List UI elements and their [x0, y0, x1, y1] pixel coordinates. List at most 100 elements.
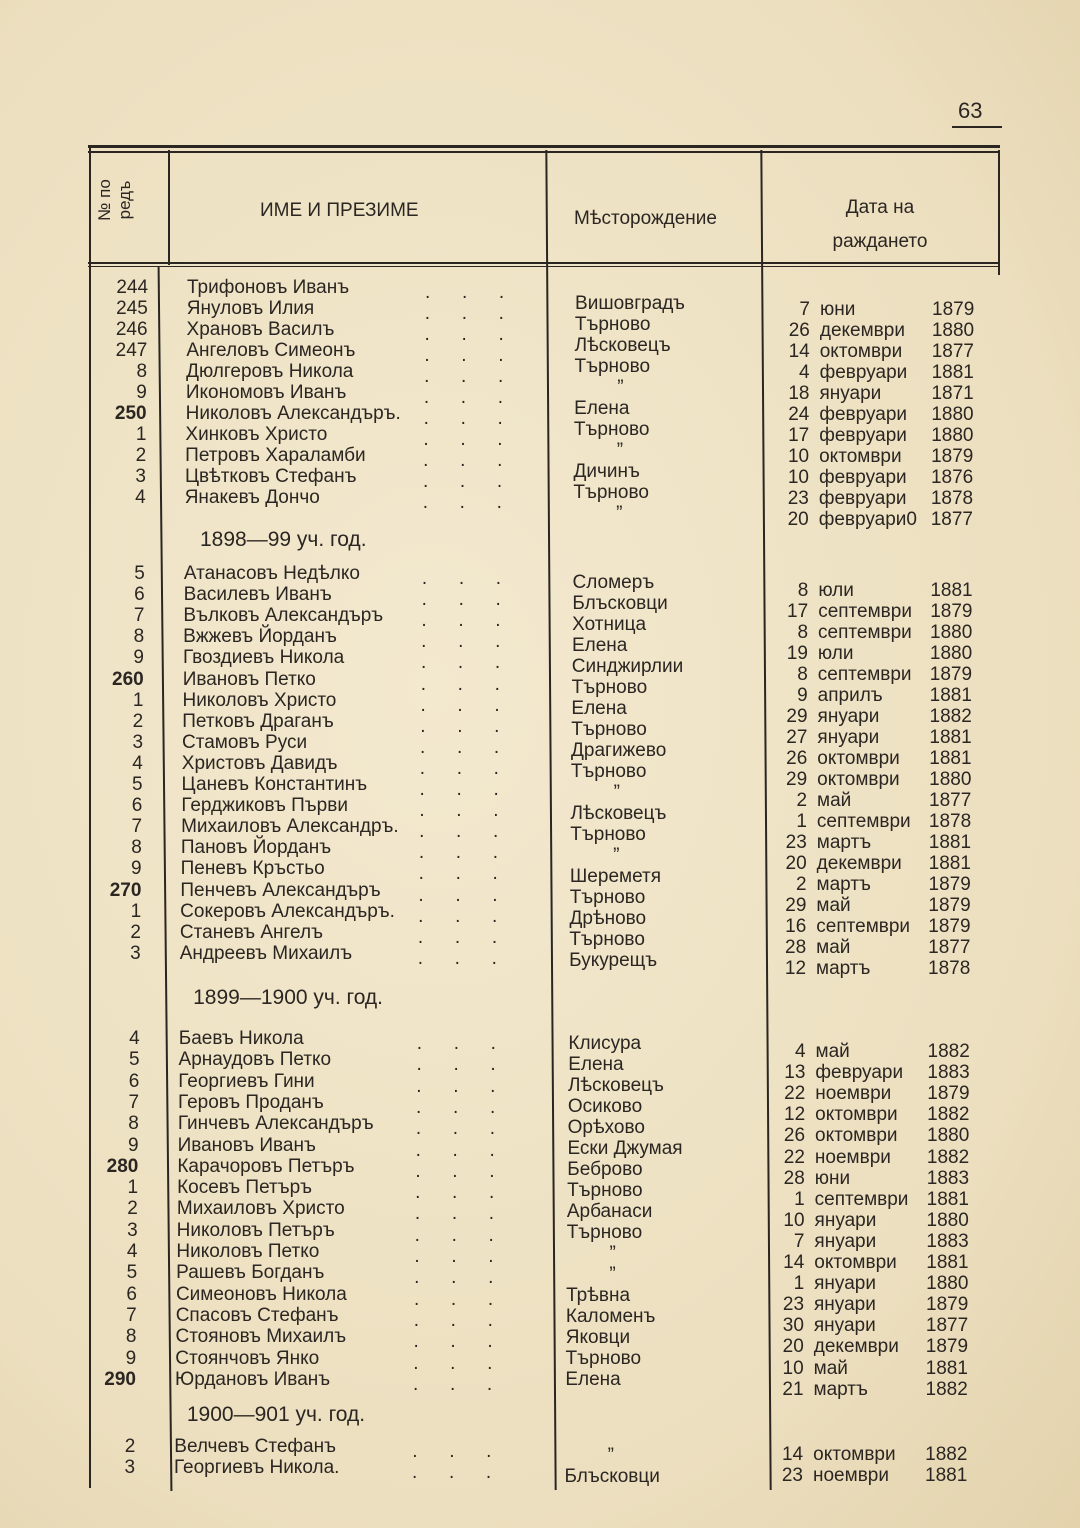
row-number: 8 — [128, 1113, 139, 1135]
birth-day: 29 — [786, 706, 808, 727]
header-number-line2: редъ — [115, 180, 134, 220]
birth-month: мартъ — [813, 1378, 868, 1400]
leader-dots: . . . — [415, 1118, 495, 1140]
row-number: 290 — [104, 1368, 136, 1390]
leader-dots: . . . — [423, 429, 503, 450]
birth-year: 1881 — [928, 832, 972, 853]
row-number: 5 — [126, 1262, 138, 1284]
person-name: Вжжевъ Йорданъ — [183, 626, 337, 648]
leader-dots: . . . — [421, 631, 501, 653]
birth-day: 8 — [797, 580, 809, 601]
person-name: Герджиковъ Първи — [181, 795, 348, 817]
birth-month: януари — [814, 1230, 877, 1252]
birth-day: 10 — [787, 467, 809, 488]
birth-year: 1880 — [926, 1273, 969, 1295]
birth-year: 1881 — [925, 1357, 968, 1379]
person-name: Януловъ Илия — [186, 298, 315, 319]
person-name: Баевъ Никола — [178, 1028, 304, 1049]
row-number: 5 — [131, 774, 143, 795]
person-name: Геровъ Проданъ — [178, 1091, 324, 1113]
birthplace: Трѣвна — [566, 1285, 631, 1306]
birth-year: 1882 — [929, 706, 972, 727]
birthplace: Осиково — [567, 1096, 643, 1117]
birth-month: май — [815, 1041, 850, 1062]
person-name: Храновъ Василъ — [186, 319, 335, 340]
person-name: Атанасовъ Недѣлко — [183, 563, 360, 584]
birth-month: май — [817, 790, 852, 811]
birth-year: 1880 — [931, 425, 974, 446]
birth-month: мартъ — [816, 874, 871, 895]
birth-year: 1877 — [925, 1315, 969, 1337]
birth-month: априлъ — [817, 685, 883, 706]
person-name: Ивановъ Петко — [182, 668, 316, 690]
person-name: Василевъ Иванъ — [183, 584, 332, 606]
birth-year: 1880 — [931, 404, 974, 425]
birth-year: 1881 — [926, 1188, 969, 1210]
birth-year: 1880 — [929, 643, 973, 664]
person-name: Стоянчовъ Янко — [175, 1347, 320, 1369]
birth-month: септември — [816, 916, 911, 937]
birth-day: 20 — [785, 853, 807, 874]
birthplace: Търново — [571, 677, 648, 698]
birth-day: 26 — [783, 1125, 806, 1147]
birth-year: 1881 — [925, 1465, 968, 1486]
leader-dots: . . . — [418, 884, 498, 906]
birthplace: ” — [617, 377, 624, 398]
birth-month: октомври — [817, 748, 900, 769]
birthplace: Дрѣново — [569, 908, 647, 929]
page-number: 63 — [958, 98, 983, 123]
table-right-border — [998, 150, 1000, 275]
person-name: Рашевъ Богданъ — [176, 1262, 325, 1284]
person-name: Ангеловъ Симеонъ — [186, 340, 356, 361]
birthplace: Елена — [574, 398, 630, 419]
row-number: 5 — [128, 1049, 140, 1071]
header-number-line1: № по — [95, 179, 114, 221]
table-top-rule-inner — [88, 151, 1000, 153]
leader-dots: . . . — [416, 1054, 496, 1076]
birth-day: 14 — [781, 1444, 804, 1465]
birth-month: януари — [814, 1273, 876, 1295]
person-name: Карачоровъ Петъръ — [177, 1155, 355, 1177]
birth-year: 1879 — [932, 299, 975, 320]
row-number: 1 — [130, 900, 142, 922]
birth-day: 28 — [785, 937, 807, 958]
birth-year: 1878 — [930, 488, 974, 509]
person-name: Стамовъ Руси — [182, 731, 308, 753]
birth-day: 1 — [794, 1188, 805, 1210]
birth-month: октомври — [815, 1125, 898, 1147]
birth-month: септември — [814, 1188, 909, 1210]
row-number: 1 — [127, 1177, 139, 1199]
birth-year: 1876 — [930, 467, 974, 488]
person-name: Цаневъ Константинъ — [181, 774, 368, 795]
birthplace: Търново — [570, 761, 647, 782]
birthplace: Дичинъ — [573, 461, 640, 482]
birthplace: Лѣсковецъ — [568, 1075, 664, 1096]
birth-year: 1878 — [928, 811, 972, 832]
leader-dots: . . . — [419, 757, 499, 779]
birth-month: октомври — [815, 1104, 898, 1126]
leader-dots: . . . — [413, 1331, 493, 1353]
section-title: 1898—99 уч. год. — [200, 528, 367, 551]
birth-year: 1880 — [927, 1125, 970, 1147]
row-number: 1 — [132, 689, 144, 711]
birth-month: ноември — [813, 1465, 889, 1486]
birth-month: септември — [818, 622, 912, 643]
section-title: 1899—1900 уч. год. — [193, 986, 384, 1009]
leader-dots: . . . — [414, 1224, 494, 1246]
person-name: Велчевъ Стефанъ — [174, 1436, 336, 1457]
table-left-border — [89, 148, 91, 1488]
birth-year: 1871 — [931, 383, 974, 404]
birth-day: 10 — [782, 1357, 804, 1379]
leader-dots: . . . — [420, 736, 500, 758]
row-number: 9 — [136, 382, 147, 403]
row-number: 2 — [132, 710, 144, 732]
birth-day: 12 — [784, 1104, 806, 1126]
person-name: Георгиевъ Никола. — [174, 1457, 340, 1478]
person-name: Христовъ Давидъ — [181, 752, 338, 774]
birth-year: 1881 — [929, 685, 972, 706]
person-name: Стояновъ Михаилъ — [175, 1326, 347, 1348]
row-number: 8 — [125, 1326, 137, 1348]
person-name: Гвоздиевъ Никола — [182, 647, 345, 669]
birthplace: ” — [609, 1264, 616, 1285]
